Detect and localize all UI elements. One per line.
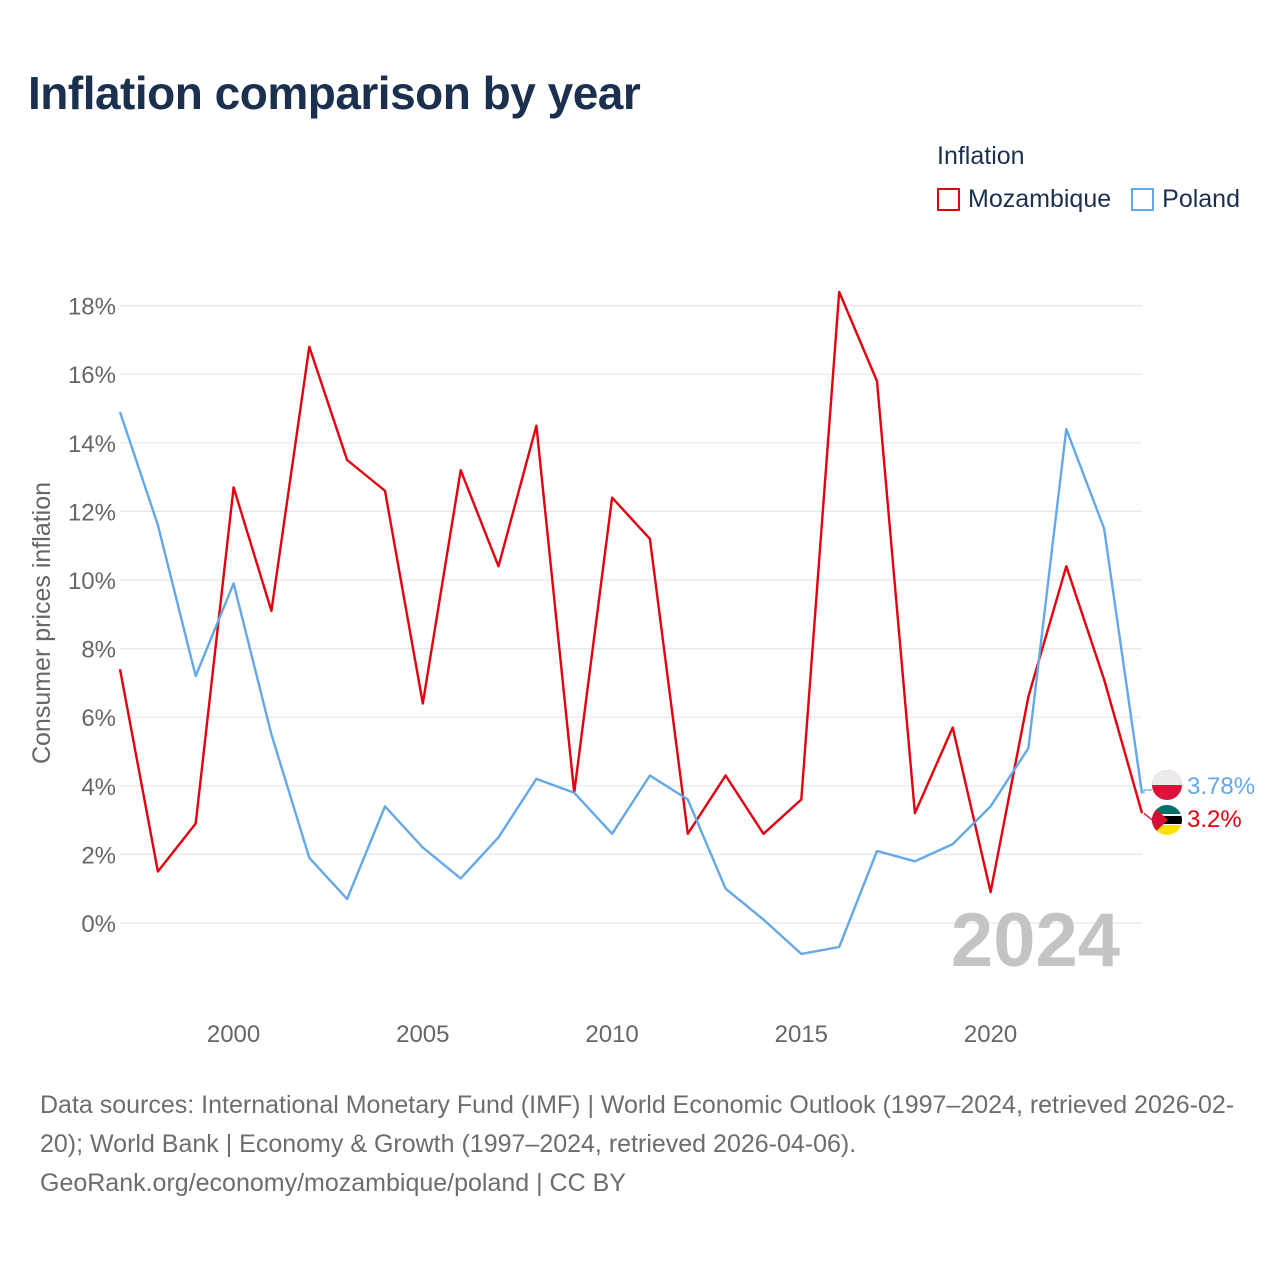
y-tick-label-14: 14%: [68, 431, 116, 458]
chart-title: Inflation comparison by year: [28, 67, 641, 119]
y-tick-label-6: 6%: [81, 705, 116, 732]
series-line-poland[interactable]: [118, 411, 1144, 956]
legend-label-poland: Poland: [1162, 185, 1240, 213]
footer-sources: Data sources: International Monetary Fun…: [40, 1091, 1235, 1158]
series-line-mozambique[interactable]: [118, 290, 1144, 894]
legend-swatch-poland: [1131, 188, 1155, 211]
x-tick-label-2020: 2020: [964, 1021, 1017, 1048]
y-tick-label-12: 12%: [68, 499, 116, 526]
y-tick-label-18: 18%: [68, 294, 116, 321]
x-tick-label-2000: 2000: [207, 1021, 260, 1048]
legend-item-mozambique[interactable]: Mozambique: [937, 185, 1111, 214]
y-tick-label-0: 0%: [81, 911, 116, 938]
y-axis-label: Consumer prices inflation: [28, 482, 56, 764]
connector-poland: [1143, 789, 1152, 794]
y-tick-label-16: 16%: [68, 362, 116, 389]
footer-credit[interactable]: GeoRank.org/economy/mozambique/poland | …: [40, 1169, 626, 1197]
line-chart: 0%2%4%6%8%10%12%14%16%18% 2000 2005 2010 20…: [28, 290, 1255, 1048]
legend: Inflation Mozambique Poland: [937, 142, 1240, 214]
x-tick-label-2005: 2005: [396, 1021, 449, 1048]
end-label-poland: 3.78%: [1187, 773, 1255, 800]
footer: Data sources: International Monetary Fun…: [40, 1086, 1250, 1203]
end-labels: 3.78% 3.2%: [1143, 770, 1255, 835]
legend-title: Inflation: [937, 142, 1025, 170]
series-lines: [118, 290, 1144, 956]
x-axis-ticks: 2000 2005 2010 2015 2020: [207, 1021, 1017, 1048]
y-axis-ticks: 0% 2% 4% 6% 8% 10% 12% 14% 16% 18%: [68, 294, 116, 938]
connector-mozambique: [1143, 812, 1153, 821]
y-tick-label-8: 8%: [81, 637, 116, 664]
poland-flag-icon: [1152, 770, 1182, 800]
end-label-mozambique: 3.2%: [1187, 806, 1242, 833]
legend-label-mozambique: Mozambique: [968, 185, 1112, 213]
year-watermark: 2024: [951, 898, 1120, 983]
legend-item-poland[interactable]: Poland: [1131, 185, 1240, 214]
y-tick-label-2: 2%: [81, 842, 116, 869]
legend-swatch-mozambique: [937, 188, 960, 211]
gridlines: [120, 305, 1142, 924]
x-tick-label-2015: 2015: [775, 1021, 828, 1048]
y-tick-label-10: 10%: [68, 568, 116, 595]
x-tick-label-2010: 2010: [585, 1021, 638, 1048]
mozambique-flag-icon: [1152, 805, 1182, 835]
y-tick-label-4: 4%: [81, 774, 116, 801]
